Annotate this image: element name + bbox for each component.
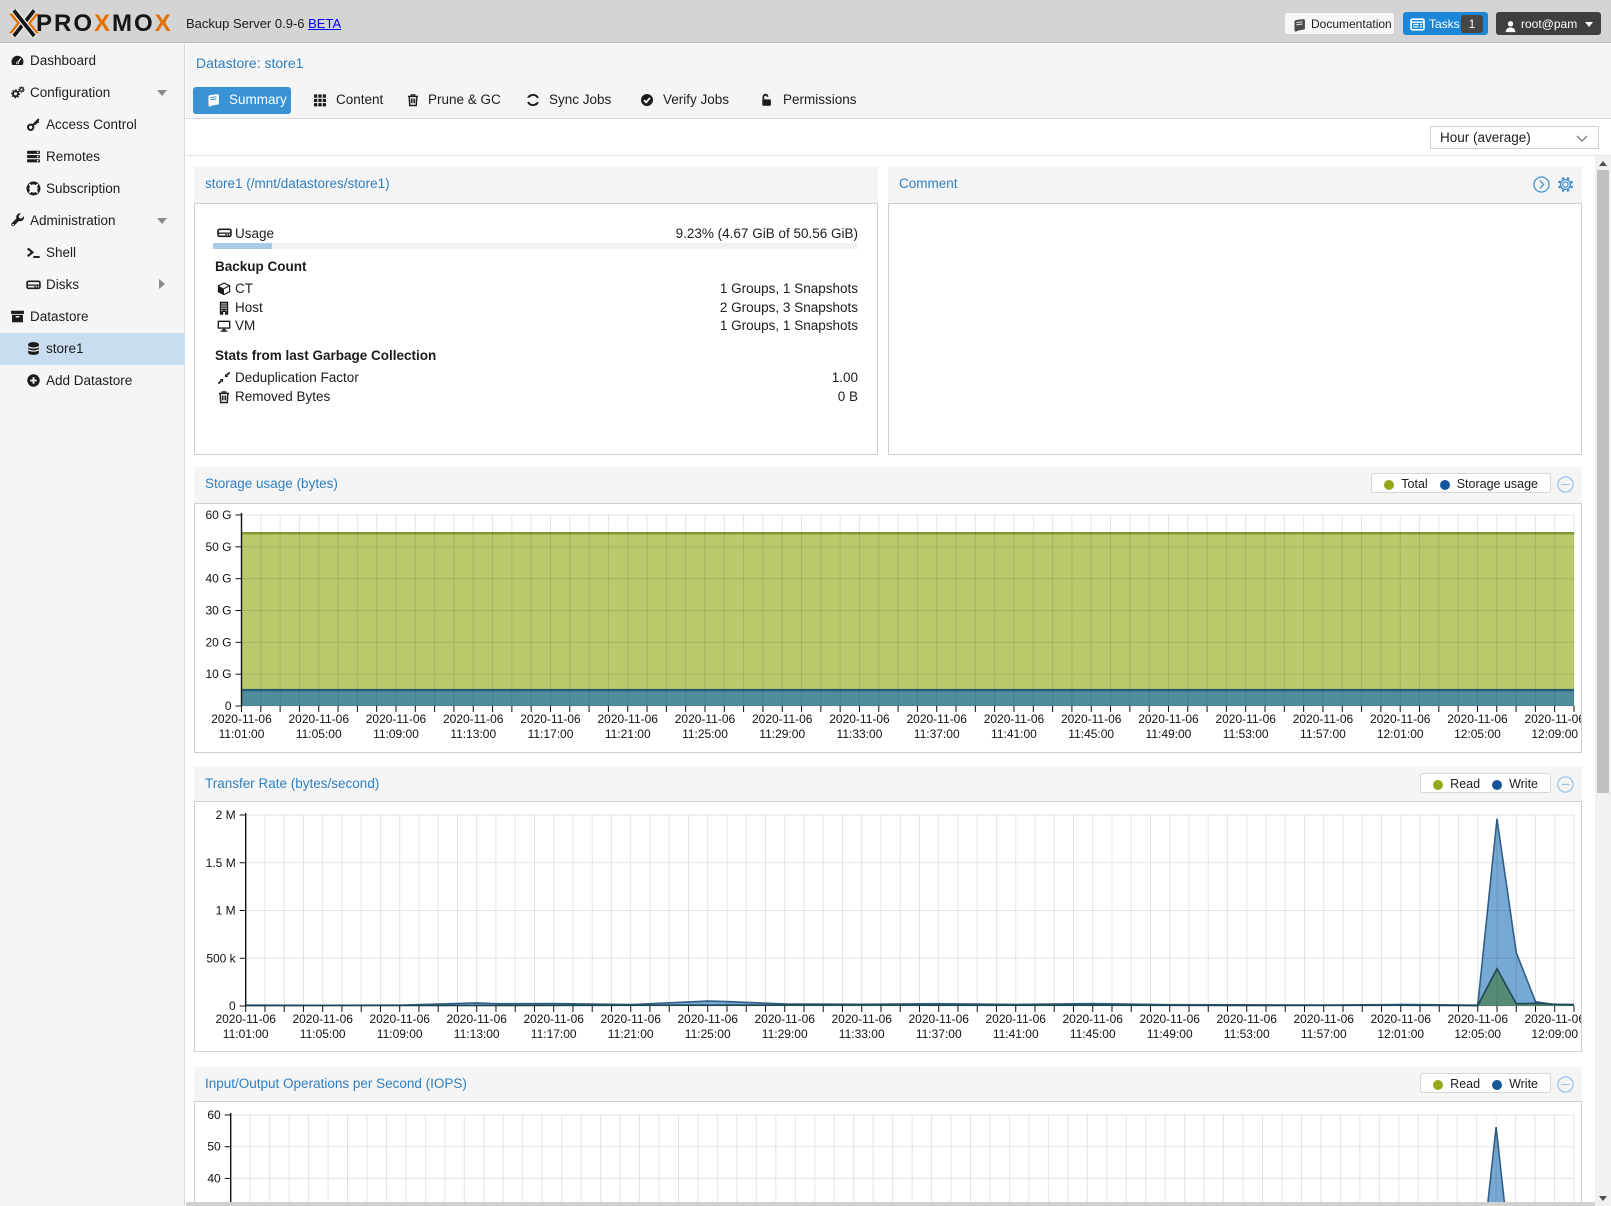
svg-text:11:45:00: 11:45:00 [1068,727,1114,741]
svg-text:11:53:00: 11:53:00 [1224,1027,1270,1041]
svg-text:2020-11-06: 2020-11-06 [520,712,581,726]
svg-text:11:29:00: 11:29:00 [762,1027,808,1041]
svg-text:11:25:00: 11:25:00 [682,727,728,741]
svg-text:11:45:00: 11:45:00 [1070,1027,1116,1041]
svg-text:1 M: 1 M [216,904,236,918]
svg-text:30 G: 30 G [205,604,231,618]
svg-text:11:37:00: 11:37:00 [916,1027,962,1041]
svg-text:11:09:00: 11:09:00 [373,727,419,741]
svg-text:2020-11-06: 2020-11-06 [1062,1012,1123,1026]
svg-text:2020-11-06: 2020-11-06 [1216,1012,1277,1026]
svg-text:2020-11-06: 2020-11-06 [446,1012,507,1026]
svg-text:11:49:00: 11:49:00 [1146,727,1192,741]
svg-text:2 M: 2 M [216,808,236,822]
svg-text:0: 0 [225,699,232,713]
svg-text:2020-11-06: 2020-11-06 [443,712,504,726]
svg-text:11:33:00: 11:33:00 [837,727,883,741]
svg-text:11:21:00: 11:21:00 [605,727,651,741]
svg-text:2020-11-06: 2020-11-06 [831,1012,892,1026]
svg-text:11:05:00: 11:05:00 [300,1027,346,1041]
svg-text:11:17:00: 11:17:00 [531,1027,577,1041]
svg-text:11:41:00: 11:41:00 [991,727,1037,741]
svg-text:2020-11-06: 2020-11-06 [675,712,736,726]
svg-text:50: 50 [207,1140,221,1154]
svg-text:2020-11-06: 2020-11-06 [1370,712,1431,726]
svg-text:12:05:00: 12:05:00 [1454,727,1501,741]
svg-text:2020-11-06: 2020-11-06 [211,712,272,726]
svg-text:60 G: 60 G [205,508,231,522]
svg-text:11:13:00: 11:13:00 [454,1027,500,1041]
svg-text:2020-11-06: 2020-11-06 [1293,712,1354,726]
svg-text:12:01:00: 12:01:00 [1377,1027,1424,1041]
svg-text:11:01:00: 11:01:00 [223,1027,269,1041]
svg-text:11:05:00: 11:05:00 [296,727,342,741]
svg-text:11:13:00: 11:13:00 [450,727,496,741]
svg-text:11:29:00: 11:29:00 [759,727,805,741]
svg-text:2020-11-06: 2020-11-06 [215,1012,276,1026]
svg-text:12:05:00: 12:05:00 [1454,1027,1501,1041]
svg-text:11:17:00: 11:17:00 [528,727,574,741]
svg-text:11:01:00: 11:01:00 [219,727,265,741]
svg-text:11:57:00: 11:57:00 [1300,727,1346,741]
svg-text:2020-11-06: 2020-11-06 [1139,1012,1200,1026]
svg-text:1.5 M: 1.5 M [206,856,236,870]
svg-text:12:09:00: 12:09:00 [1531,1027,1578,1041]
svg-text:2020-11-06: 2020-11-06 [1138,712,1199,726]
svg-text:40: 40 [207,1171,221,1185]
svg-text:2020-11-06: 2020-11-06 [754,1012,815,1026]
svg-text:10 G: 10 G [205,667,231,681]
svg-text:60: 60 [207,1108,221,1122]
svg-text:2020-11-06: 2020-11-06 [292,1012,353,1026]
svg-text:2020-11-06: 2020-11-06 [752,712,813,726]
svg-text:2020-11-06: 2020-11-06 [677,1012,738,1026]
svg-text:2020-11-06: 2020-11-06 [366,712,427,726]
svg-text:500 k: 500 k [206,951,236,965]
svg-text:11:09:00: 11:09:00 [377,1027,423,1041]
svg-text:12:01:00: 12:01:00 [1377,727,1424,741]
svg-text:11:33:00: 11:33:00 [839,1027,885,1041]
svg-text:2020-11-06: 2020-11-06 [289,712,350,726]
svg-text:11:37:00: 11:37:00 [914,727,960,741]
svg-text:2020-11-06: 2020-11-06 [369,1012,430,1026]
svg-text:20 G: 20 G [205,635,231,649]
svg-text:2020-11-06: 2020-11-06 [1293,1012,1354,1026]
svg-text:2020-11-06: 2020-11-06 [1525,1012,1582,1026]
svg-text:11:53:00: 11:53:00 [1223,727,1269,741]
svg-text:0: 0 [229,999,236,1013]
svg-text:2020-11-06: 2020-11-06 [984,712,1045,726]
svg-text:11:21:00: 11:21:00 [608,1027,654,1041]
svg-text:2020-11-06: 2020-11-06 [600,1012,661,1026]
svg-text:2020-11-06: 2020-11-06 [1215,712,1276,726]
svg-text:11:25:00: 11:25:00 [685,1027,731,1041]
svg-text:2020-11-06: 2020-11-06 [1061,712,1122,726]
svg-text:2020-11-06: 2020-11-06 [523,1012,584,1026]
svg-text:11:49:00: 11:49:00 [1147,1027,1193,1041]
svg-text:11:57:00: 11:57:00 [1301,1027,1347,1041]
svg-text:40 G: 40 G [205,572,231,586]
svg-text:2020-11-06: 2020-11-06 [1447,712,1508,726]
svg-text:2020-11-06: 2020-11-06 [1370,1012,1431,1026]
svg-text:12:09:00: 12:09:00 [1531,727,1578,741]
svg-text:50 G: 50 G [205,540,231,554]
svg-text:11:41:00: 11:41:00 [993,1027,1039,1041]
svg-text:2020-11-06: 2020-11-06 [829,712,890,726]
svg-text:2020-11-06: 2020-11-06 [597,712,658,726]
svg-text:2020-11-06: 2020-11-06 [1448,1012,1509,1026]
svg-text:2020-11-06: 2020-11-06 [985,1012,1046,1026]
svg-text:2020-11-06: 2020-11-06 [1524,712,1581,726]
svg-text:2020-11-06: 2020-11-06 [906,712,967,726]
svg-text:2020-11-06: 2020-11-06 [908,1012,969,1026]
